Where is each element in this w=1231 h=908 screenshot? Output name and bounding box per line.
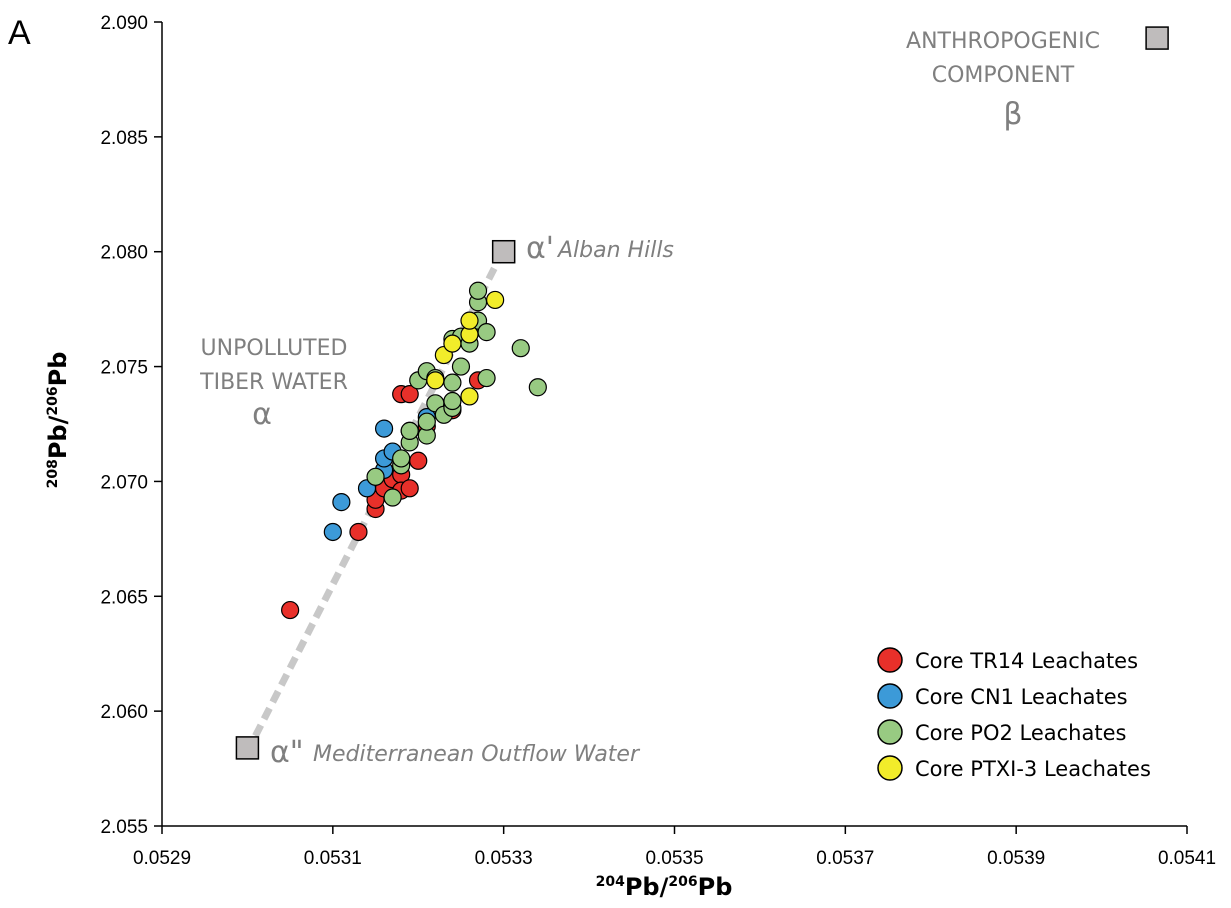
data-point-core-po2-leachates — [392, 449, 411, 468]
y-tick-label: 2.075 — [100, 358, 148, 379]
data-point-core-po2-leachates — [511, 339, 530, 358]
data-points — [281, 281, 547, 620]
endmember-alpha-prime — [491, 239, 516, 264]
data-point-core-ptxi-3-leachates — [460, 387, 479, 406]
data-point-core-po2-leachates — [477, 368, 496, 388]
legend-marker-core-tr14-leachates — [877, 647, 903, 673]
data-point-core-cn1-leachates — [332, 493, 351, 512]
y-tick-label: 2.085 — [100, 128, 148, 149]
data-point-core-tr14-leachates — [400, 385, 419, 404]
legend-marker-core-po2-leachates — [877, 719, 903, 745]
legend: Core TR14 Leachates Core CN1 Leachates Cor… — [877, 647, 1151, 781]
data-point-core-tr14-leachates — [349, 522, 368, 542]
data-point-core-cn1-leachates — [374, 419, 394, 438]
data-point-core-ptxi-3-leachates — [486, 290, 505, 310]
legend-marker-core-ptxi-3-leachates — [877, 755, 903, 781]
y-tick-label: 2.065 — [100, 587, 148, 608]
mediterranean-symbol: α" — [270, 735, 304, 770]
anthropogenic-label-line1: ANTHROPOGENIC — [906, 29, 1100, 54]
y-tick-label: 2.070 — [100, 472, 148, 493]
alban-symbol: α' — [526, 231, 554, 266]
endmember-alpha-double-prime — [235, 736, 260, 760]
x-tick-label: 0.0531 — [304, 848, 362, 869]
data-point-core-tr14-leachates — [409, 451, 428, 470]
unpolluted-label-line1: UNPOLLUTED — [201, 336, 348, 361]
data-point-core-po2-leachates — [443, 391, 462, 411]
legend-label-core-cn1-leachates: Core CN1 Leachates — [915, 685, 1128, 709]
y-axis-title: 208Pb/206Pb — [44, 352, 72, 489]
x-tick-label: 0.0529 — [133, 848, 191, 869]
endmember-markers — [235, 26, 1169, 760]
data-point-core-ptxi-3-leachates — [460, 311, 479, 330]
unpolluted-symbol: α — [252, 397, 272, 432]
data-point-core-po2-leachates — [528, 378, 547, 397]
legend-label-core-po2-leachates: Core PO2 Leachates — [915, 721, 1126, 745]
y-tick-label: 2.055 — [100, 817, 148, 838]
data-point-core-po2-leachates — [383, 488, 402, 507]
x-axis-title: 204Pb/206Pb — [596, 873, 733, 901]
data-point-core-po2-leachates — [400, 421, 419, 440]
y-tick-label: 2.060 — [100, 702, 148, 723]
data-point-core-ptxi-3-leachates — [426, 371, 445, 390]
data-point-core-po2-leachates — [417, 412, 436, 431]
annotation-mediterranean: α" Mediterranean Outflow Water — [270, 735, 641, 770]
alban-name: Alban Hills — [556, 238, 674, 263]
x-tick-label: 0.0535 — [645, 848, 703, 869]
x-tick-label: 0.0537 — [816, 848, 874, 869]
x-tick-label: 0.0539 — [987, 848, 1045, 869]
annotation-alban-hills: α' Alban Hills — [526, 231, 674, 266]
data-point-core-po2-leachates — [451, 357, 471, 376]
y-tick-label: 2.080 — [100, 243, 148, 264]
data-point-core-tr14-leachates — [281, 600, 300, 620]
x-tick-label: 0.0533 — [475, 848, 533, 869]
annotation-unpolluted: UNPOLLUTED TIBER WATER α — [199, 336, 348, 432]
endmember-beta — [1145, 26, 1169, 50]
anthropogenic-label-line2: COMPONENT — [932, 63, 1075, 88]
axes: 2.055 2.060 2.065 2.070 2.075 2.080 2.085 2.090… — [100, 13, 1216, 869]
panel-label: A — [8, 14, 31, 52]
y-tick-label: 2.090 — [100, 13, 148, 34]
data-point-core-po2-leachates — [477, 323, 496, 342]
data-point-core-po2-leachates — [366, 467, 385, 486]
x-tick-label: 0.0541 — [1158, 848, 1216, 869]
data-point-core-ptxi-3-leachates — [443, 334, 462, 353]
legend-label-core-ptxi-3-leachates: Core PTXI-3 Leachates — [915, 757, 1151, 781]
data-point-core-po2-leachates — [468, 281, 488, 300]
legend-marker-core-cn1-leachates — [877, 683, 903, 709]
anthropogenic-symbol: β — [1003, 97, 1022, 132]
annotation-anthropogenic: ANTHROPOGENIC COMPONENT β — [906, 29, 1100, 132]
data-point-core-tr14-leachates — [400, 479, 419, 498]
data-point-core-po2-leachates — [443, 373, 462, 392]
data-point-core-cn1-leachates — [323, 522, 342, 542]
unpolluted-label-line2: TIBER WATER — [199, 370, 348, 395]
legend-label-core-tr14-leachates: Core TR14 Leachates — [915, 649, 1138, 673]
mediterranean-name: Mediterranean Outflow Water — [313, 742, 641, 767]
